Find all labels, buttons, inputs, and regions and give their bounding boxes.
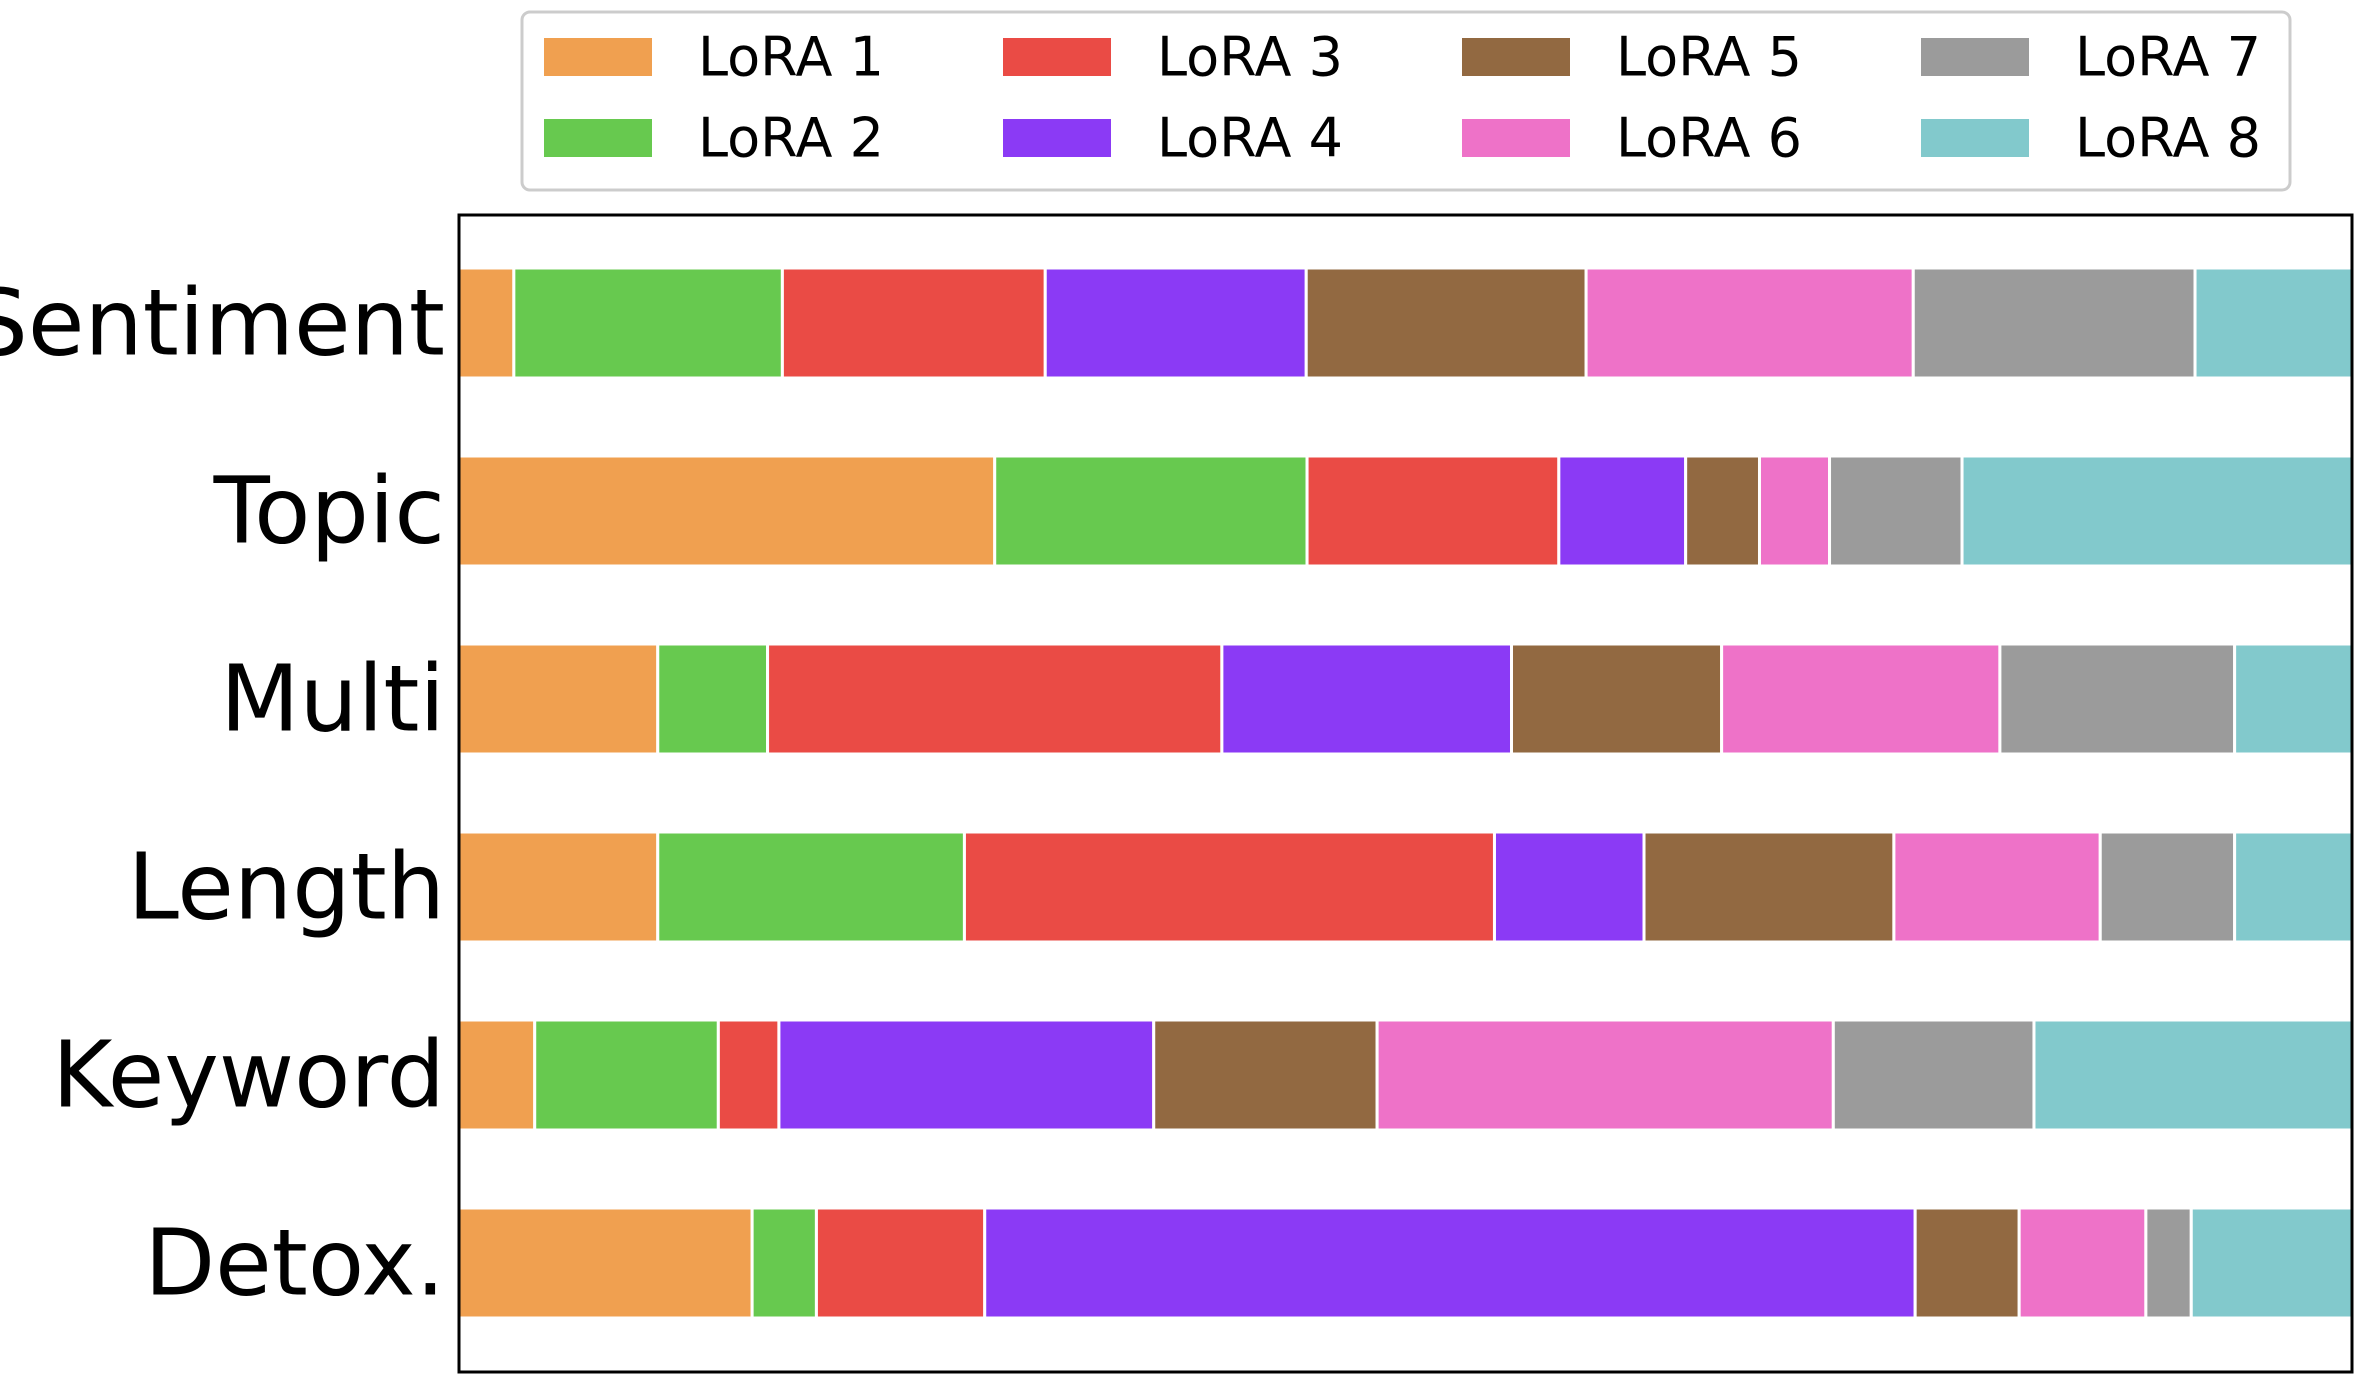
- bar-length-lora-2: [656, 830, 966, 944]
- y-tick-label-detox: Detox.: [144, 1210, 445, 1317]
- bar-multi-lora-2: [656, 642, 770, 756]
- bar-length-lora-4: [1492, 830, 1646, 944]
- y-tick-label-sentiment: Sentiment: [0, 270, 445, 377]
- bar-multi-lora-7: [1998, 642, 2237, 756]
- legend-label-lora-7: LoRA 7: [2075, 26, 2261, 89]
- bar-keyword-lora-7: [1831, 1018, 2036, 1132]
- bar-topic-lora-6: [1757, 454, 1832, 568]
- bar-length-lora-7: [2098, 830, 2237, 944]
- bar-multi-lora-4: [1220, 642, 1514, 756]
- legend-label-lora-4: LoRA 4: [1157, 107, 1343, 170]
- bar-length-lora-8: [2233, 830, 2354, 944]
- legend-swatch-lora-5: [1462, 38, 1570, 76]
- legend-label-lora-5: LoRA 5: [1616, 26, 1802, 89]
- bar-multi-lora-6: [1720, 642, 2002, 756]
- bar-detox-lora-7: [2144, 1206, 2193, 1320]
- bar-keyword-lora-5: [1152, 1018, 1379, 1132]
- bar-topic-lora-7: [1828, 454, 1964, 568]
- y-tick-label-length: Length: [128, 834, 445, 941]
- legend-swatch-lora-7: [1921, 38, 2029, 76]
- legend-swatch-lora-3: [1003, 38, 1111, 76]
- bar-topic-lora-5: [1684, 454, 1761, 568]
- bar-length-lora-3: [962, 830, 1496, 944]
- legend-label-lora-8: LoRA 8: [2075, 107, 2261, 170]
- bar-keyword-lora-6: [1375, 1018, 1835, 1132]
- legend-swatch-lora-4: [1003, 119, 1111, 157]
- bar-topic-lora-2: [993, 454, 1309, 568]
- bar-sentiment-lora-5: [1304, 266, 1588, 380]
- bar-sentiment-lora-1: [457, 266, 516, 380]
- bar-topic-lora-8: [1960, 454, 2354, 568]
- bar-keyword-lora-8: [2032, 1018, 2354, 1132]
- y-tick-label-keyword: Keyword: [52, 1022, 445, 1129]
- legend-swatch-lora-6: [1462, 119, 1570, 157]
- legend-label-lora-6: LoRA 6: [1616, 107, 1802, 170]
- bar-length-lora-1: [457, 830, 660, 944]
- bar-keyword-lora-2: [533, 1018, 720, 1132]
- bar-multi-lora-3: [766, 642, 1224, 756]
- bar-sentiment-lora-4: [1043, 266, 1308, 380]
- bar-multi-lora-5: [1510, 642, 1724, 756]
- bar-detox-lora-2: [750, 1206, 818, 1320]
- bar-length-lora-5: [1642, 830, 1896, 944]
- y-axis-tick-labels: Sentiment Topic Multi Length Keyword Detox.: [0, 270, 445, 1317]
- bar-sentiment-lora-6: [1584, 266, 1915, 380]
- bar-sentiment-lora-7: [1911, 266, 2197, 380]
- legend-swatch-lora-8: [1921, 119, 2029, 157]
- legend-swatch-lora-1: [544, 38, 652, 76]
- legend-label-lora-1: LoRA 1: [698, 26, 884, 89]
- bar-sentiment-lora-8: [2193, 266, 2354, 380]
- y-tick-label-topic: Topic: [213, 458, 445, 565]
- bar-detox-lora-8: [2189, 1206, 2354, 1320]
- bar-sentiment-lora-2: [512, 266, 784, 380]
- bar-length-lora-6: [1892, 830, 2102, 944]
- y-tick-label-multi: Multi: [220, 646, 445, 753]
- bar-sentiment-lora-3: [780, 266, 1047, 380]
- bar-multi-lora-1: [457, 642, 660, 756]
- bar-topic-lora-4: [1557, 454, 1688, 568]
- plot-area-frame: [457, 213, 2354, 1374]
- bar-detox-lora-6: [2017, 1206, 2148, 1320]
- legend-frame: [520, 10, 2292, 192]
- bar-detox-lora-5: [1913, 1206, 2021, 1320]
- bar-keyword-lora-4: [777, 1018, 1156, 1132]
- legend-label-lora-3: LoRA 3: [1157, 26, 1343, 89]
- bar-topic-lora-1: [457, 454, 997, 568]
- bar-detox-lora-1: [457, 1206, 754, 1320]
- bar-topic-lora-3: [1305, 454, 1561, 568]
- bars: [457, 266, 2354, 1320]
- bar-detox-lora-4: [983, 1206, 1917, 1320]
- legend-label-lora-2: LoRA 2: [698, 107, 884, 170]
- bar-keyword-lora-1: [457, 1018, 537, 1132]
- bar-detox-lora-3: [814, 1206, 987, 1320]
- bar-keyword-lora-3: [716, 1018, 781, 1132]
- legend-swatch-lora-2: [544, 119, 652, 157]
- bar-multi-lora-8: [2233, 642, 2354, 756]
- legend: LoRA 1 LoRA 2 LoRA 3 LoRA 4 LoRA 5 LoRA 6 LoRA…: [520, 10, 2292, 192]
